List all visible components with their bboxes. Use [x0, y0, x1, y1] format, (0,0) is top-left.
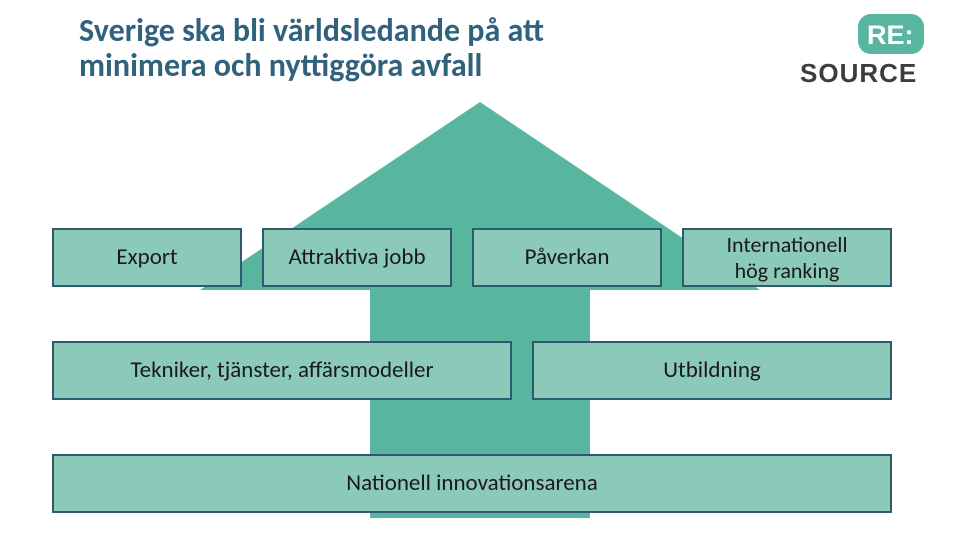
box-internationell-ranking: Internationell hög ranking	[682, 228, 892, 287]
box-nationell-innovationsarena: Nationell innovationsarena	[52, 454, 892, 513]
box-paverkan: Påverkan	[472, 228, 662, 287]
title-line-1: Sverige ska bli världsledande på att	[79, 13, 544, 48]
logo-re-text: RE:	[867, 20, 914, 50]
box-utbildning: Utbildning	[532, 341, 892, 400]
box-tekniker-tjanster: Tekniker, tjänster, affärsmodeller	[52, 341, 512, 400]
logo-source-text: SOURCE	[800, 58, 917, 88]
box-export: Export	[52, 228, 242, 287]
slide-canvas: Sverige ska bli världsledande på att min…	[0, 0, 960, 542]
resource-logo-svg: RE: SOURCE	[800, 14, 930, 94]
slide-title: Sverige ska bli världsledande på att min…	[79, 13, 544, 83]
title-line-2: minimera och nyttiggöra avfall	[79, 48, 544, 83]
resource-logo: RE: SOURCE	[800, 14, 930, 99]
box-attraktiva-jobb: Attraktiva jobb	[262, 228, 452, 287]
